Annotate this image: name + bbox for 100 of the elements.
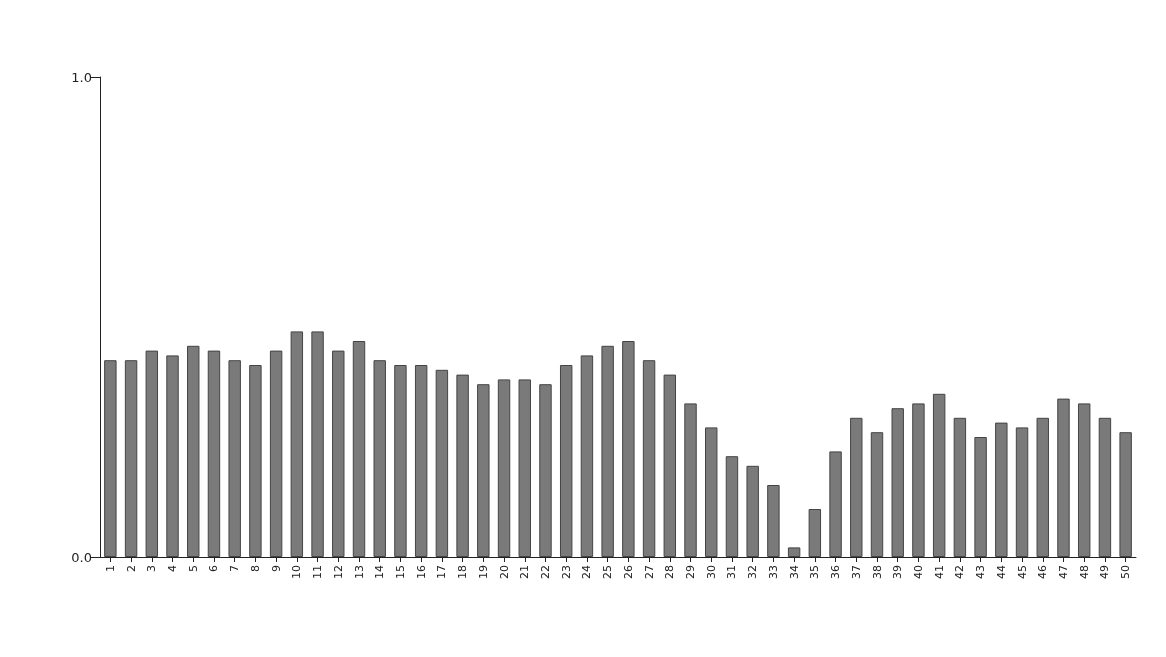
bar	[891, 408, 904, 557]
bar	[829, 451, 842, 557]
x-tick-label: 19	[476, 565, 490, 579]
bar	[622, 341, 635, 557]
x-tick-label: 41	[932, 565, 946, 579]
x-tick-label: 30	[704, 565, 718, 579]
bar	[601, 345, 614, 557]
bar	[332, 350, 345, 557]
x-tick-label: 37	[849, 565, 863, 579]
x-tick-label: 9	[269, 565, 283, 572]
bar	[518, 379, 531, 557]
x-tick-label: 40	[911, 565, 925, 579]
bar	[124, 360, 138, 557]
x-tick-label: 27	[642, 565, 656, 579]
x-tick-label: 26	[621, 565, 635, 579]
x-tick-label: 47	[1056, 565, 1070, 579]
x-tick-label: 49	[1098, 565, 1112, 579]
y-tick-label: 0.0	[71, 549, 92, 565]
y-tick-label: 1.0	[71, 69, 92, 85]
bar	[912, 403, 925, 557]
bar	[808, 509, 822, 557]
bar	[1098, 417, 1112, 557]
x-tick-label: 28	[663, 565, 677, 579]
bar	[311, 331, 324, 557]
bar	[166, 355, 179, 557]
bar	[249, 365, 262, 557]
x-tick-label: 14	[373, 565, 387, 579]
x-tick-label: 4	[166, 565, 180, 572]
bar	[373, 360, 386, 557]
bar	[539, 384, 552, 557]
x-tick-label: 2	[124, 565, 138, 572]
x-tick-label: 42	[953, 565, 967, 579]
bar	[559, 365, 573, 557]
x-tick-label: 6	[207, 565, 221, 572]
x-tick-label: 32	[746, 565, 760, 579]
bar	[1119, 432, 1132, 557]
bar	[663, 374, 677, 557]
x-tick-label: 7	[228, 565, 242, 572]
bar	[642, 360, 656, 557]
bar	[787, 547, 801, 557]
x-tick-label: 38	[870, 565, 884, 579]
bar	[932, 393, 946, 557]
bar	[477, 384, 490, 557]
x-tick-label: 39	[891, 565, 905, 579]
bar	[104, 360, 117, 557]
x-tick-label: 3	[145, 565, 159, 572]
bar	[767, 485, 780, 557]
bar	[974, 437, 987, 557]
bar	[187, 345, 200, 557]
bar	[290, 331, 304, 557]
x-tick-label: 36	[829, 565, 843, 579]
bar	[1036, 417, 1049, 557]
x-tick-label: 22	[538, 565, 552, 579]
x-tick-label: 16	[414, 565, 428, 579]
x-tick-label: 13	[352, 565, 366, 579]
x-tick-label: 1	[103, 565, 117, 572]
x-tick-label: 44	[994, 565, 1008, 579]
bar	[725, 456, 739, 557]
bar	[1057, 398, 1070, 557]
x-tick-label: 31	[725, 565, 739, 579]
x-tick-label: 43	[974, 565, 988, 579]
bar	[456, 374, 469, 557]
x-tick-label: 10	[290, 565, 304, 579]
bar	[394, 365, 407, 557]
bar	[497, 379, 511, 557]
x-tick-label: 25	[601, 565, 615, 579]
x-tick-label: 50	[1119, 565, 1133, 579]
x-tick-label: 23	[559, 565, 573, 579]
bar	[1015, 427, 1029, 557]
bar	[1077, 403, 1091, 557]
x-tick-label: 21	[518, 565, 532, 579]
bar	[352, 341, 366, 557]
x-tick-label: 33	[766, 565, 780, 579]
x-tick-label: 18	[456, 565, 470, 579]
bar	[414, 365, 428, 557]
bar	[705, 427, 718, 557]
x-tick-label: 48	[1077, 565, 1091, 579]
x-tick-label: 20	[497, 565, 511, 579]
bar	[870, 432, 884, 557]
x-tick-label: 29	[684, 565, 698, 579]
bar	[228, 360, 241, 557]
x-tick-label: 8	[248, 565, 262, 572]
x-tick-label: 34	[787, 565, 801, 579]
bar	[684, 403, 697, 557]
x-tick-label: 35	[808, 565, 822, 579]
x-tick-label: 17	[435, 565, 449, 579]
x-tick-label: 45	[1015, 565, 1029, 579]
bar	[850, 417, 863, 557]
bar	[580, 355, 594, 557]
x-tick-label: 24	[580, 565, 594, 579]
bar	[269, 350, 283, 557]
x-tick-label: 12	[331, 565, 345, 579]
bar	[953, 417, 967, 557]
bar	[145, 350, 159, 557]
bar	[435, 369, 449, 557]
bar	[746, 465, 759, 557]
x-tick-label: 15	[393, 565, 407, 579]
bar	[207, 350, 221, 557]
x-tick-label: 11	[311, 565, 325, 579]
bar	[995, 422, 1008, 557]
